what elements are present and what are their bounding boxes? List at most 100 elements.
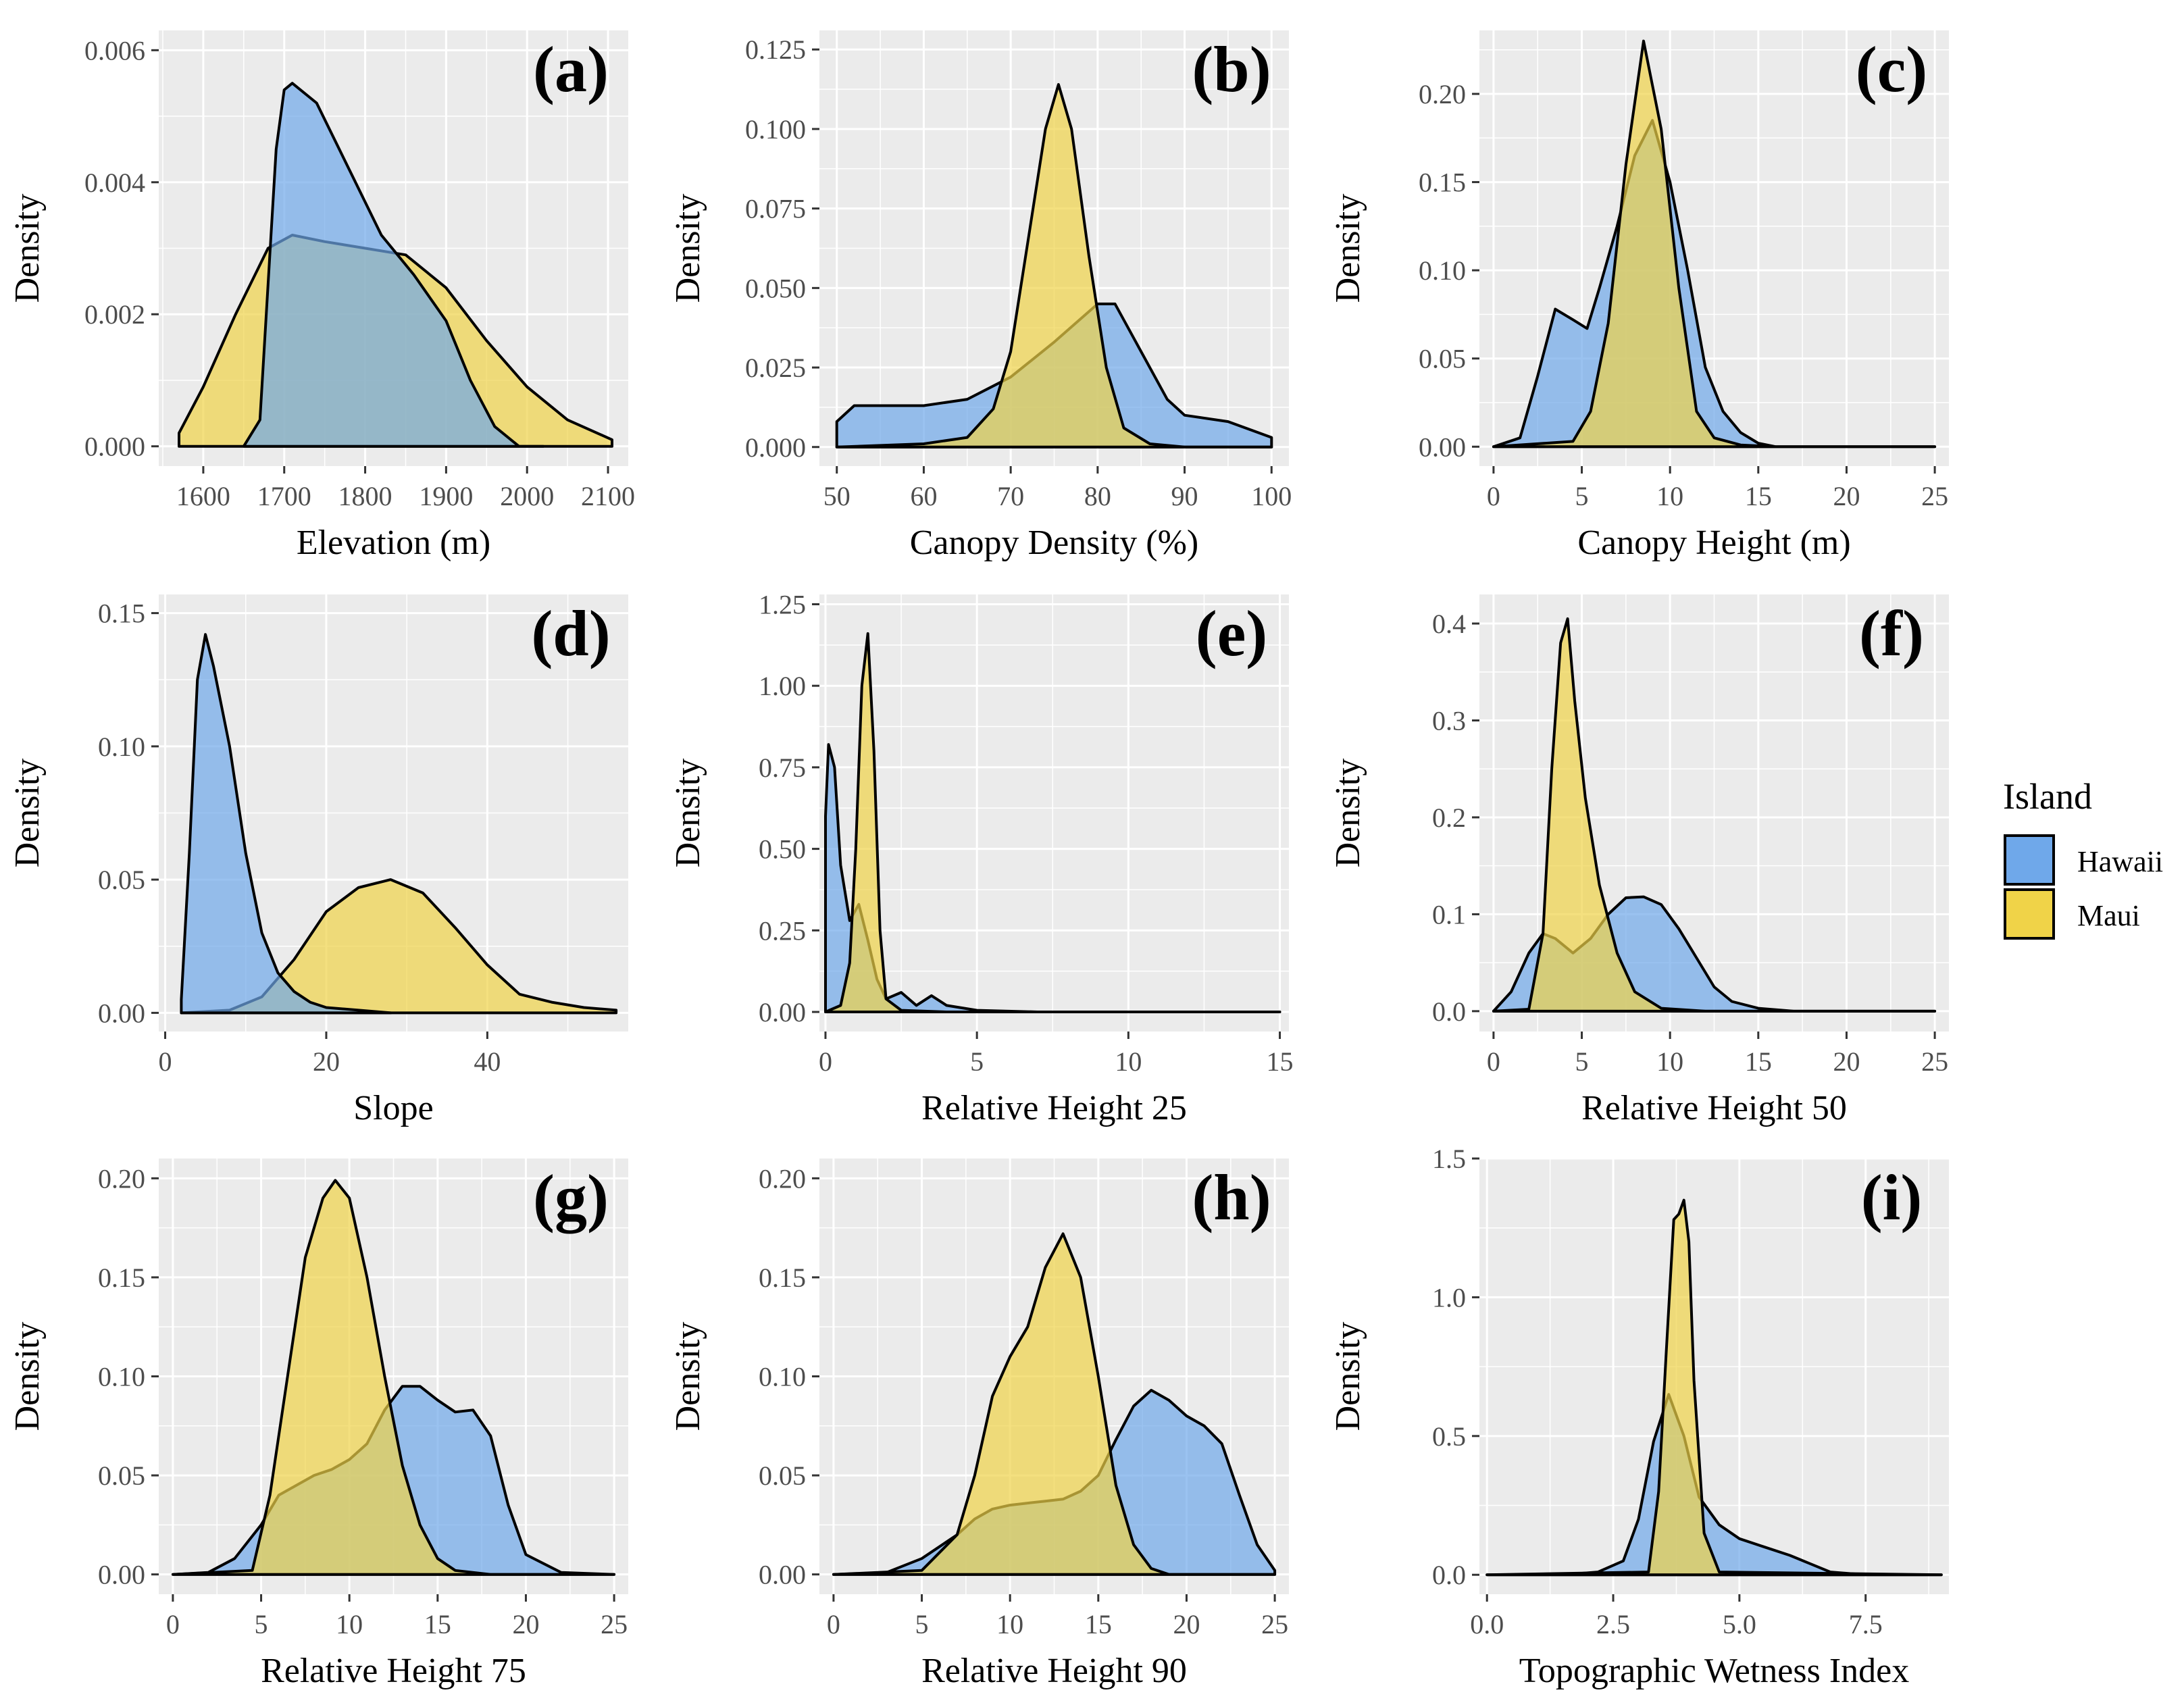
x-tick-label: 10 (336, 1609, 363, 1639)
x-axis-title: Canopy Height (m) (1577, 524, 1850, 562)
x-tick-label: 0 (166, 1609, 180, 1639)
x-axis-title: Relative Height 75 (261, 1652, 526, 1690)
y-tick-label: 0.100 (745, 114, 806, 145)
legend: Island Hawaii Maui (2003, 776, 2163, 940)
density-maui (1492, 39, 1937, 449)
y-tick-label: 0.00 (1419, 432, 1466, 462)
x-tick-label: 5 (1575, 481, 1589, 511)
y-tick-label: 0.20 (98, 1163, 145, 1194)
y-tick-label: 1.25 (759, 589, 806, 619)
y-tick-label: 0.10 (98, 1362, 145, 1392)
y-tick-label: 0.00 (759, 997, 806, 1027)
y-tick-label: 0.05 (98, 1460, 145, 1491)
y-tick-label: 0.004 (84, 168, 145, 198)
panel-label: (g) (533, 1161, 609, 1233)
y-tick-label: 1.00 (759, 671, 806, 701)
x-tick-label: 90 (1171, 481, 1198, 511)
x-axis-title: Canopy Density (%) (910, 524, 1198, 562)
y-tick-label: 0.20 (759, 1163, 806, 1194)
y-tick-label: 0.2 (1432, 803, 1466, 833)
density-maui (832, 1232, 1277, 1576)
panel-a: 1600 1700 1800 1900 2000 2100 0.000 0.002 0.004 0… (8, 30, 635, 562)
x-tick-label: 5 (255, 1609, 268, 1639)
density-hawaii (180, 633, 392, 1015)
y-tick-label: 0.10 (98, 732, 145, 762)
density-maui (171, 1179, 616, 1576)
x-tick-label: 1600 (176, 481, 230, 511)
y-tick-label: 0.10 (1419, 255, 1466, 286)
legend-key-hawaii (2004, 834, 2055, 886)
y-axis-title: Density (1329, 1322, 1367, 1431)
x-tick-label: 2000 (500, 481, 554, 511)
x-axis-title: Relative Height 25 (921, 1089, 1187, 1127)
x-tick-label: 2100 (581, 481, 635, 511)
density-areas (171, 1179, 616, 1576)
y-tick-label: 0.000 (84, 432, 145, 462)
y-tick-label: 0.075 (745, 194, 806, 224)
density-areas (180, 633, 618, 1015)
x-tick-label: 0 (819, 1046, 832, 1077)
x-tick-label: 20 (1833, 481, 1860, 511)
panel-label: (i) (1861, 1161, 1923, 1233)
y-axis-title: Density (669, 194, 707, 303)
x-tick-label: 10 (1115, 1046, 1142, 1077)
x-tick-label: 50 (823, 481, 850, 511)
y-tick-label: 0.0 (1432, 1560, 1466, 1590)
plot-background (819, 594, 1289, 1032)
y-tick-label: 0.75 (759, 753, 806, 783)
x-tick-label: 0.0 (1470, 1609, 1504, 1639)
x-tick-label: 25 (1921, 481, 1948, 511)
y-tick-label: 0.50 (759, 834, 806, 865)
y-axis-title: Density (8, 759, 47, 868)
y-tick-label: 0.002 (84, 299, 145, 330)
x-tick-label: 0 (159, 1046, 172, 1077)
y-axis-title: Density (8, 1322, 47, 1431)
panel-label: (b) (1192, 33, 1271, 105)
y-tick-label: 0.000 (745, 432, 806, 463)
y-tick-label: 0.00 (98, 1560, 145, 1590)
panel-f: 0 5 10 15 20 25 0.0 0.1 0.2 0.3 0.4 (f) Relative Hei… (1329, 594, 1949, 1127)
y-tick-label: 0.05 (759, 1460, 806, 1491)
x-tick-label: 1900 (419, 481, 473, 511)
y-tick-label: 0.4 (1432, 609, 1466, 639)
density-areas (832, 1232, 1277, 1576)
y-axis-title: Density (8, 194, 47, 303)
y-tick-label: 0.10 (759, 1362, 806, 1392)
x-axis-title: Slope (353, 1089, 433, 1127)
legend-key-maui (2004, 888, 2055, 940)
x-tick-label: 1700 (257, 481, 311, 511)
panel-label: (a) (533, 33, 609, 105)
y-tick-label: 0.25 (759, 915, 806, 946)
y-tick-label: 0.050 (745, 273, 806, 303)
x-tick-label: 7.5 (1849, 1609, 1883, 1639)
legend-label-maui: Maui (2077, 899, 2140, 932)
x-tick-label: 15 (1745, 1046, 1772, 1077)
density-areas (824, 632, 1281, 1013)
y-tick-label: 0.5 (1432, 1421, 1466, 1452)
y-tick-label: 0.1 (1432, 899, 1466, 930)
y-tick-label: 0.0 (1432, 996, 1466, 1027)
density-maui (835, 83, 1273, 449)
panel-i: 0.0 2.5 5.0 7.5 0.0 0.5 1.0 1.5 (i) Topographic W… (1329, 1144, 1949, 1690)
y-tick-label: 0.00 (98, 998, 145, 1028)
y-tick-label: 0.05 (98, 865, 145, 895)
x-tick-label: 20 (1833, 1046, 1860, 1077)
panel-g: 0 5 10 15 20 25 0.00 0.05 0.10 0.15 0.20 (g) Relativ… (8, 1159, 628, 1690)
y-tick-label: 0.15 (98, 599, 145, 629)
x-tick-label: 15 (1745, 481, 1772, 511)
panel-h: 0 5 10 15 20 25 0.00 0.05 0.10 0.15 0.20 (h) Relativ… (669, 1159, 1289, 1690)
x-axis-title: Elevation (m) (297, 524, 490, 562)
y-axis-title: Density (1329, 759, 1367, 868)
legend-title: Island (2003, 776, 2092, 817)
panel-d: 0 20 40 0.00 0.05 0.10 0.15 (d) Slope Density (8, 594, 628, 1127)
x-tick-label: 80 (1084, 481, 1111, 511)
panel-label: (d) (531, 597, 610, 669)
y-tick-label: 0.006 (84, 35, 145, 66)
y-tick-label: 0.15 (759, 1263, 806, 1293)
panel-label: (c) (1856, 33, 1928, 105)
density-areas (1492, 617, 1937, 1013)
panel-b: 50 60 70 80 90 100 0.000 0.025 0.050 0.075 0.100 0.… (669, 30, 1292, 562)
x-tick-label: 60 (910, 481, 937, 511)
x-tick-label: 15 (1267, 1046, 1294, 1077)
